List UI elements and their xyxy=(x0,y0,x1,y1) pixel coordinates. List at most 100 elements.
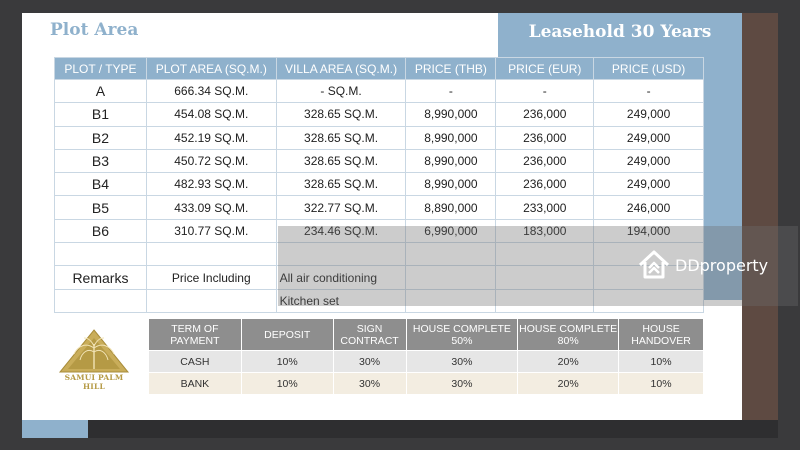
cell-plot-area: 450.72 SQ.M. xyxy=(145,148,277,174)
include-item-aircon: All air conditioning xyxy=(275,265,407,290)
cell-price-usd: - xyxy=(593,78,704,104)
table-row: B4 482.93 SQ.M. 328.65 SQ.M. 8,990,000 2… xyxy=(54,172,704,197)
terms-header-row: TERM OF PAYMENT DEPOSIT SIGN CONTRACT HO… xyxy=(148,318,704,351)
cell-plot: A xyxy=(54,78,147,104)
table-row: BANK 10% 30% 30% 20% 10% xyxy=(148,372,704,395)
header-plot-area: PLOT AREA (SQ.M.) xyxy=(145,57,277,80)
cell-plot-area: 452.19 SQ.M. xyxy=(145,125,277,150)
cell-price-thb: 8,990,000 xyxy=(405,172,497,197)
price-including-label: Price Including xyxy=(145,265,277,290)
cell-plot-area: 433.09 SQ.M. xyxy=(145,195,277,220)
cell-price-usd: 249,000 xyxy=(593,125,704,150)
table-row: B6 310.77 SQ.M. 234.46 SQ.M. 6,990,000 1… xyxy=(54,218,704,244)
price-table-header: PLOT / TYPE PLOT AREA (SQ.M.) VILLA AREA… xyxy=(54,57,704,80)
table-row: A 666.34 SQ.M. - SQ.M. - - - xyxy=(54,78,704,104)
cell-plot-area: 666.34 SQ.M. xyxy=(145,78,277,104)
cell-price-eur: 236,000 xyxy=(495,125,595,150)
empty-cell xyxy=(405,265,497,290)
cell-villa-area: 328.65 SQ.M. xyxy=(275,125,407,150)
cell-price-eur: - xyxy=(495,78,595,104)
cell-price-eur: 236,000 xyxy=(495,172,595,197)
empty-cell xyxy=(593,288,704,313)
page-title: Plot Area xyxy=(50,20,139,40)
empty-cell xyxy=(145,242,277,267)
table-row: B2 452.19 SQ.M. 328.65 SQ.M. 8,990,000 2… xyxy=(54,125,704,150)
cell-price-thb: 8,990,000 xyxy=(405,125,497,150)
table-row: CASH 10% 30% 30% 20% 10% xyxy=(148,350,704,373)
cell-plot-area: 310.77 SQ.M. xyxy=(145,218,277,244)
cell-villa-area: 322.77 SQ.M. xyxy=(275,195,407,220)
cell-handover: 10% xyxy=(618,372,704,395)
table-row: B3 450.72 SQ.M. 328.65 SQ.M. 8,990,000 2… xyxy=(54,148,704,174)
cell-house-80: 20% xyxy=(517,350,620,373)
header-villa-area: VILLA AREA (SQ.M.) xyxy=(275,57,407,80)
cell-plot: B3 xyxy=(54,148,147,174)
header-deposit: DEPOSIT xyxy=(240,318,334,351)
cell-price-eur: 236,000 xyxy=(495,102,595,127)
header-price-thb: PRICE (THB) xyxy=(405,57,497,80)
remarks-label: Remarks xyxy=(54,265,147,290)
empty-cell xyxy=(145,288,277,313)
header-house-80: HOUSE COMPLETE 80% xyxy=(517,318,620,351)
lease-title: Leasehold 30 Years xyxy=(528,22,712,42)
header-sign-contract: SIGN CONTRACT xyxy=(332,318,407,351)
cell-plot-area: 454.08 SQ.M. xyxy=(145,102,277,127)
cell-plot: B2 xyxy=(54,125,147,150)
remarks-row: Kitchen set xyxy=(54,288,704,313)
bottom-bar xyxy=(88,420,778,438)
cell-villa-area: 328.65 SQ.M. xyxy=(275,102,407,127)
empty-cell xyxy=(54,288,147,313)
cell-villa-area: 234.46 SQ.M. xyxy=(275,218,407,244)
empty-cell xyxy=(405,288,497,313)
price-table: PLOT / TYPE PLOT AREA (SQ.M.) VILLA AREA… xyxy=(54,57,704,313)
cell-price-thb: 8,990,000 xyxy=(405,148,497,174)
remarks-row: Remarks Price Including All air conditio… xyxy=(54,265,704,290)
cell-house-50: 30% xyxy=(405,372,519,395)
empty-cell xyxy=(495,288,595,313)
cell-price-thb: 8,990,000 xyxy=(405,102,497,127)
cell-price-eur: 233,000 xyxy=(495,195,595,220)
cell-villa-area: 328.65 SQ.M. xyxy=(275,172,407,197)
header-term: TERM OF PAYMENT xyxy=(148,318,242,351)
cell-house-50: 30% xyxy=(405,350,519,373)
cell-sign-contract: 30% xyxy=(332,372,407,395)
logo-text: SAMUI PALM HILL xyxy=(64,373,124,391)
cell-villa-area: - SQ.M. xyxy=(275,78,407,104)
cell-price-thb: 8,890,000 xyxy=(405,195,497,220)
cell-price-usd: 194,000 xyxy=(593,218,704,244)
header-handover: HOUSE HANDOVER xyxy=(618,318,704,351)
cell-villa-area: 328.65 SQ.M. xyxy=(275,148,407,174)
cell-plot: B4 xyxy=(54,172,147,197)
palm-tree-pyramid-logo xyxy=(58,329,130,373)
cell-plot: B1 xyxy=(54,102,147,127)
cell-price-usd: 249,000 xyxy=(593,102,704,127)
cell-price-usd: 249,000 xyxy=(593,172,704,197)
cell-price-eur: 236,000 xyxy=(495,148,595,174)
include-item-kitchen: Kitchen set xyxy=(275,288,407,313)
header-house-50: HOUSE COMPLETE 50% xyxy=(405,318,519,351)
cell-handover: 10% xyxy=(618,350,704,373)
cell-price-eur: 183,000 xyxy=(495,218,595,244)
cell-price-usd: 246,000 xyxy=(593,195,704,220)
cell-term: BANK xyxy=(148,372,242,395)
cell-term: CASH xyxy=(148,350,242,373)
cell-plot: B6 xyxy=(54,218,147,244)
cell-price-usd: 249,000 xyxy=(593,148,704,174)
background-blue-strip xyxy=(22,420,88,438)
header-price-eur: PRICE (EUR) xyxy=(495,57,595,80)
cell-deposit: 10% xyxy=(240,350,334,373)
payment-terms-table: TERM OF PAYMENT DEPOSIT SIGN CONTRACT HO… xyxy=(148,318,704,395)
cell-deposit: 10% xyxy=(240,372,334,395)
cell-plot-area: 482.93 SQ.M. xyxy=(145,172,277,197)
cell-price-thb: - xyxy=(405,78,497,104)
cell-plot: B5 xyxy=(54,195,147,220)
table-row: B1 454.08 SQ.M. 328.65 SQ.M. 8,990,000 2… xyxy=(54,102,704,127)
watermark-overlay xyxy=(278,226,798,306)
ddproperty-house-icon xyxy=(638,250,670,279)
background-brown-panel xyxy=(742,13,778,438)
header-price-usd: PRICE (USD) xyxy=(593,57,704,80)
cell-sign-contract: 30% xyxy=(332,350,407,373)
header-plot-type: PLOT / TYPE xyxy=(54,57,147,80)
table-row: B5 433.09 SQ.M. 322.77 SQ.M. 8,890,000 2… xyxy=(54,195,704,220)
cell-house-80: 20% xyxy=(517,372,620,395)
